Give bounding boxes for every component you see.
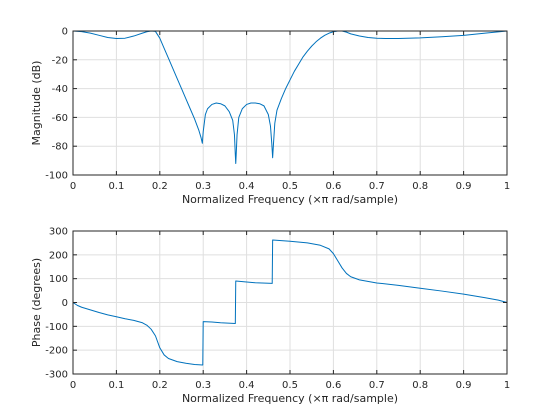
magnitude-y-tick-label: 0 — [62, 27, 68, 38]
phase-x-tick-label: 0 — [70, 380, 76, 391]
magnitude-x-tick-label: 0.1 — [108, 181, 124, 192]
magnitude-x-tick-label: 0.5 — [282, 181, 298, 192]
magnitude-y-tick-label: -20 — [52, 55, 68, 66]
magnitude-x-tick-label: 1 — [504, 181, 510, 192]
magnitude-y-axis-label: Magnitude (dB) — [30, 61, 43, 146]
phase-x-tick-label: 0.3 — [195, 380, 211, 391]
phase-y-tick-label: 100 — [49, 274, 68, 285]
phase-x-tick-label: 1 — [504, 380, 510, 391]
magnitude-y-tick-label: -60 — [52, 113, 68, 124]
magnitude-x-tick-label: 0.7 — [369, 181, 385, 192]
phase-x-tick-label: 0.7 — [369, 380, 385, 391]
phase-y-tick-label: 0 — [62, 298, 68, 309]
magnitude-x-tick-label: 0.4 — [239, 181, 255, 192]
magnitude-x-tick-label: 0.3 — [195, 181, 211, 192]
phase-y-axis-label: Phase (degrees) — [30, 258, 43, 347]
magnitude-x-tick-label: 0.2 — [152, 181, 168, 192]
phase-series-line — [72, 239, 508, 366]
magnitude-x-axis-label: Normalized Frequency (×π rad/sample) — [182, 193, 398, 206]
magnitude-y-tick-label: -40 — [52, 84, 68, 95]
magnitude-x-tick-label: 0.6 — [325, 181, 341, 192]
phase-y-tick-label: -300 — [45, 370, 68, 381]
magnitude-x-tick-label: 0 — [70, 181, 76, 192]
phase-y-tick-label: -200 — [45, 346, 68, 357]
phase-x-tick-label: 0.5 — [282, 380, 298, 391]
phase-x-tick-label: 0.4 — [239, 380, 255, 391]
phase-x-axis-label: Normalized Frequency (×π rad/sample) — [182, 392, 398, 405]
phase-x-tick-label: 0.2 — [152, 380, 168, 391]
phase-x-tick-label: 0.1 — [108, 380, 124, 391]
magnitude-axes: 0 0.1 0.2 0.3 0.4 0.5 0.6 0.7 0.8 0.9 1 -100 -80 -60 -… — [30, 27, 510, 207]
phase-x-tick-label: 0.9 — [456, 380, 472, 391]
phase-axes: 0 0.1 0.2 0.3 0.4 0.5 0.6 0.7 0.8 0.9 1 -300 -200 -10… — [30, 227, 510, 406]
phase-y-tick-label: 300 — [49, 227, 68, 238]
magnitude-x-tick-label: 0.8 — [412, 181, 428, 192]
phase-x-tick-label: 0.6 — [325, 380, 341, 391]
magnitude-y-tick-label: -80 — [52, 142, 68, 153]
phase-y-tick-label: -100 — [45, 322, 68, 333]
magnitude-y-tick-label: -100 — [45, 171, 68, 182]
phase-y-tick-label: 200 — [49, 250, 68, 261]
magnitude-x-tick-label: 0.9 — [456, 181, 472, 192]
phase-x-tick-label: 0.8 — [412, 380, 428, 391]
